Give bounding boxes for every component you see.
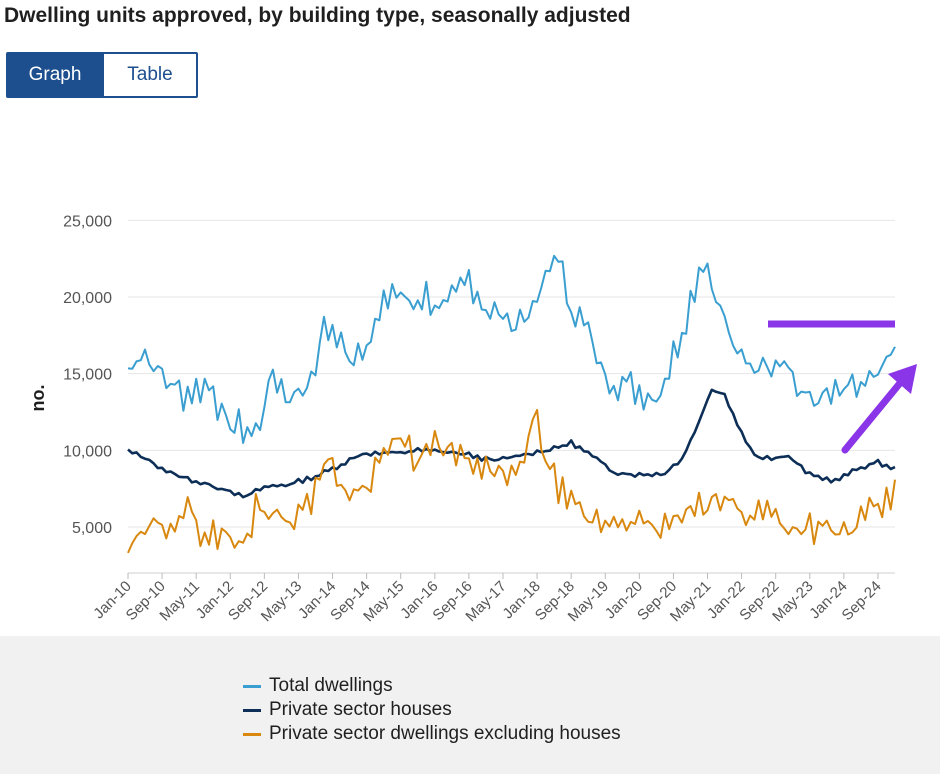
legend-swatch-houses <box>243 708 261 712</box>
legend-label-total: Total dwellings <box>269 675 393 696</box>
legend-label-houses: Private sector houses <box>269 699 452 720</box>
x-axis-ticks: Jan-10Sep-10May-11Jan-12Sep-12May-13Jan-… <box>90 573 885 625</box>
line-chart: 5,000 10,000 15,000 20,000 25,000 Jan-10Sep-… <box>28 213 917 625</box>
tab-graph[interactable]: Graph <box>8 54 102 96</box>
y-tick-label: 15,000 <box>63 367 112 384</box>
annotation-arrow <box>841 373 909 454</box>
annotation-arrow-head <box>888 364 917 394</box>
chart-legend: Total dwellings Private sector houses Pr… <box>243 674 621 746</box>
legend-area <box>0 636 940 774</box>
y-tick-label: 25,000 <box>63 213 112 230</box>
view-toggle: Graph Table <box>6 52 198 98</box>
series-private-houses <box>127 388 896 499</box>
y-tick-label: 20,000 <box>63 290 112 307</box>
legend-item-excl-houses[interactable]: Private sector dwellings excluding house… <box>243 722 621 746</box>
annotations <box>768 320 917 454</box>
y-tick-label: 10,000 <box>63 443 112 460</box>
y-axis-label: no. <box>28 385 48 412</box>
series-total-dwellings <box>127 254 896 444</box>
chart-grid <box>128 219 895 574</box>
y-tick-label: 5,000 <box>72 520 112 537</box>
chart-series <box>127 254 896 554</box>
legend-label-excl-houses: Private sector dwellings excluding house… <box>269 723 621 744</box>
y-axis-ticks: 5,000 10,000 15,000 20,000 25,000 <box>63 213 112 537</box>
legend-swatch-excl-houses <box>243 732 261 736</box>
page-title: Dwelling units approved, by building typ… <box>4 4 631 27</box>
tab-table[interactable]: Table <box>102 54 196 96</box>
legend-swatch-total <box>243 684 261 688</box>
legend-item-total[interactable]: Total dwellings <box>243 674 621 698</box>
legend-item-houses[interactable]: Private sector houses <box>243 698 621 722</box>
series-private-excl-houses <box>127 408 896 554</box>
